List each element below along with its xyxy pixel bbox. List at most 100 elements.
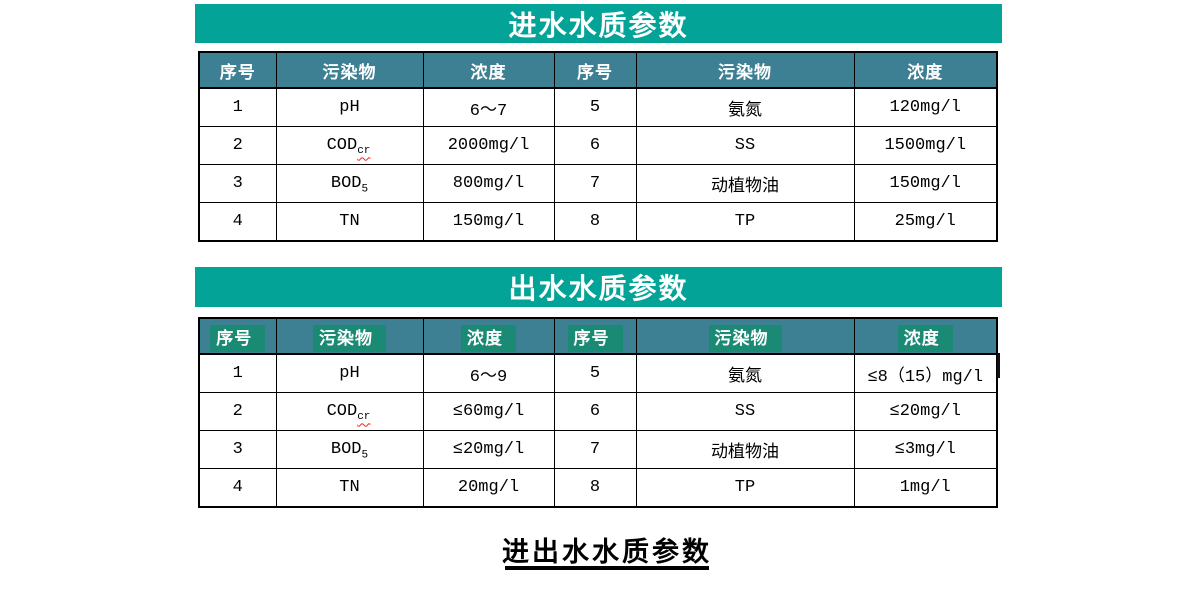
column-header-label: 污染物 (708, 324, 782, 352)
column-header: 污染物 (275, 317, 424, 355)
table-cell: 1 (198, 353, 277, 393)
column-header-label: 浓度 (461, 324, 516, 352)
column-header-label: 污染物 (322, 62, 377, 82)
header-row: 序号 污染物 浓度 序号 污染物 浓度 (198, 317, 998, 355)
table-cell: 20mg/l (422, 468, 555, 508)
table-cell: ≤60mg/l (422, 392, 555, 431)
table-cell: 1mg/l (853, 468, 998, 508)
influent-title: 进水水质参数 (508, 9, 689, 41)
column-header: 浓度 (853, 51, 998, 89)
table-cell: 6 (553, 392, 637, 431)
table-cell: 150mg/l (422, 202, 555, 242)
table-cell: 2 (198, 126, 277, 165)
pollutant-name: BOD (330, 174, 362, 193)
table-row: 2 CODcr ≤60mg/l 6 SS ≤20mg/l (198, 392, 998, 431)
table-cell: 7 (553, 430, 637, 469)
column-header: 污染物 (635, 317, 855, 355)
table-cell: 800mg/l (422, 164, 555, 203)
pollutant-name: pH (339, 98, 360, 117)
effluent-title: 出水水质参数 (508, 273, 689, 304)
effluent-table: 序号 污染物 浓度 序号 污染物 浓度 1 pH 6～9 5 氨氮 ≤8（15）mg/l 2 CODcr ≤… (198, 317, 998, 508)
table-cell: 1500mg/l (853, 126, 998, 165)
table-cell: 5 (553, 87, 637, 127)
header-row: 序号 污染物 浓度 序号 污染物 浓度 (198, 51, 998, 89)
table-cell: 8 (553, 468, 637, 508)
column-header: 污染物 (275, 51, 424, 89)
pollutant-name: COD (326, 402, 358, 421)
table-row: 4 TN 20mg/l 8 TP 1mg/l (198, 468, 998, 508)
table-cell: ≤3mg/l (853, 430, 998, 469)
table-cell: 1 (198, 87, 277, 127)
effluent-title-bar: 出水水质参数 (195, 267, 1002, 307)
pollutant-name: BOD (330, 440, 362, 459)
column-header-label: 序号 (210, 324, 266, 352)
table-cell: 氨氮 (635, 353, 855, 393)
column-header-label: 浓度 (907, 62, 944, 82)
table-row: 4 TN 150mg/l 8 TP 25mg/l (198, 202, 998, 242)
table-cell: 动植物油 (635, 430, 855, 469)
column-header-label: 浓度 (897, 324, 953, 352)
column-header-label: 浓度 (470, 62, 507, 82)
text-cursor (997, 353, 1000, 378)
pollutant-subscript: 5 (361, 449, 369, 462)
table-cell: TN (275, 202, 424, 242)
column-header-label: 污染物 (718, 62, 772, 82)
table-row: 1 pH 6～7 5 氨氮 120mg/l (198, 87, 998, 127)
table-cell: 7 (553, 164, 637, 203)
table-cell: 4 (198, 202, 277, 242)
column-header: 浓度 (853, 317, 998, 355)
table-cell: pH (275, 353, 424, 393)
table-row: 3 BOD5 800mg/l 7 动植物油 150mg/l (198, 164, 998, 203)
table-row: 3 BOD5 ≤20mg/l 7 动植物油 ≤3mg/l (198, 430, 998, 469)
table-cell: 2000mg/l (422, 126, 555, 165)
table-cell: TN (275, 468, 424, 508)
influent-table: 序号 污染物 浓度 序号 污染物 浓度 1 pH 6～7 5 氨氮 120mg/l 2 CODcr 2000… (198, 51, 998, 242)
pollutant-name: COD (326, 136, 358, 155)
table-cell: 动植物油 (635, 164, 855, 203)
table-cell: 氨氮 (635, 87, 855, 127)
table-cell: TP (635, 468, 855, 508)
column-header: 浓度 (422, 51, 555, 89)
table-cell: TP (635, 202, 855, 242)
column-header-label: 序号 (219, 62, 256, 82)
column-header-label: 序号 (567, 324, 623, 352)
table-cell: 6～7 (422, 87, 555, 127)
column-header: 序号 (198, 51, 277, 89)
figure-caption: 进出水水质参数 (502, 537, 712, 567)
column-header: 序号 (553, 317, 637, 355)
table-cell: BOD5 (275, 164, 424, 203)
table-cell: 2 (198, 392, 277, 431)
pollutant-name: pH (339, 364, 360, 383)
pollutant-name: TN (339, 212, 360, 231)
table-cell: 8 (553, 202, 637, 242)
column-header-label: 序号 (577, 62, 613, 82)
table-cell: 25mg/l (853, 202, 998, 242)
column-header: 浓度 (422, 317, 555, 355)
pollutant-subscript: 5 (361, 183, 369, 196)
column-header-label: 污染物 (313, 324, 386, 352)
column-header: 序号 (553, 51, 637, 89)
table-cell: 5 (553, 353, 637, 393)
table-cell: 6 (553, 126, 637, 165)
table-row: 1 pH 6～9 5 氨氮 ≤8（15）mg/l (198, 353, 998, 393)
table-cell: BOD5 (275, 430, 424, 469)
influent-title-bar: 进水水质参数 (195, 4, 1002, 43)
table-cell: ≤20mg/l (422, 430, 555, 469)
table-row: 2 CODcr 2000mg/l 6 SS 1500mg/l (198, 126, 998, 165)
table-cell: CODcr (275, 392, 424, 431)
table-cell: 150mg/l (853, 164, 998, 203)
table-cell: ≤20mg/l (853, 392, 998, 431)
table-cell: pH (275, 87, 424, 127)
table-cell: ≤8（15）mg/l (853, 353, 998, 393)
table-cell: CODcr (275, 126, 424, 165)
table-cell: 120mg/l (853, 87, 998, 127)
table-cell: 3 (198, 430, 277, 469)
table-cell: 6～9 (422, 353, 555, 393)
column-header: 污染物 (635, 51, 855, 89)
table-cell: 4 (198, 468, 277, 508)
pollutant-subscript: cr (357, 145, 371, 158)
column-header: 序号 (198, 317, 277, 355)
pollutant-subscript: cr (357, 411, 371, 424)
table-cell: 3 (198, 164, 277, 203)
